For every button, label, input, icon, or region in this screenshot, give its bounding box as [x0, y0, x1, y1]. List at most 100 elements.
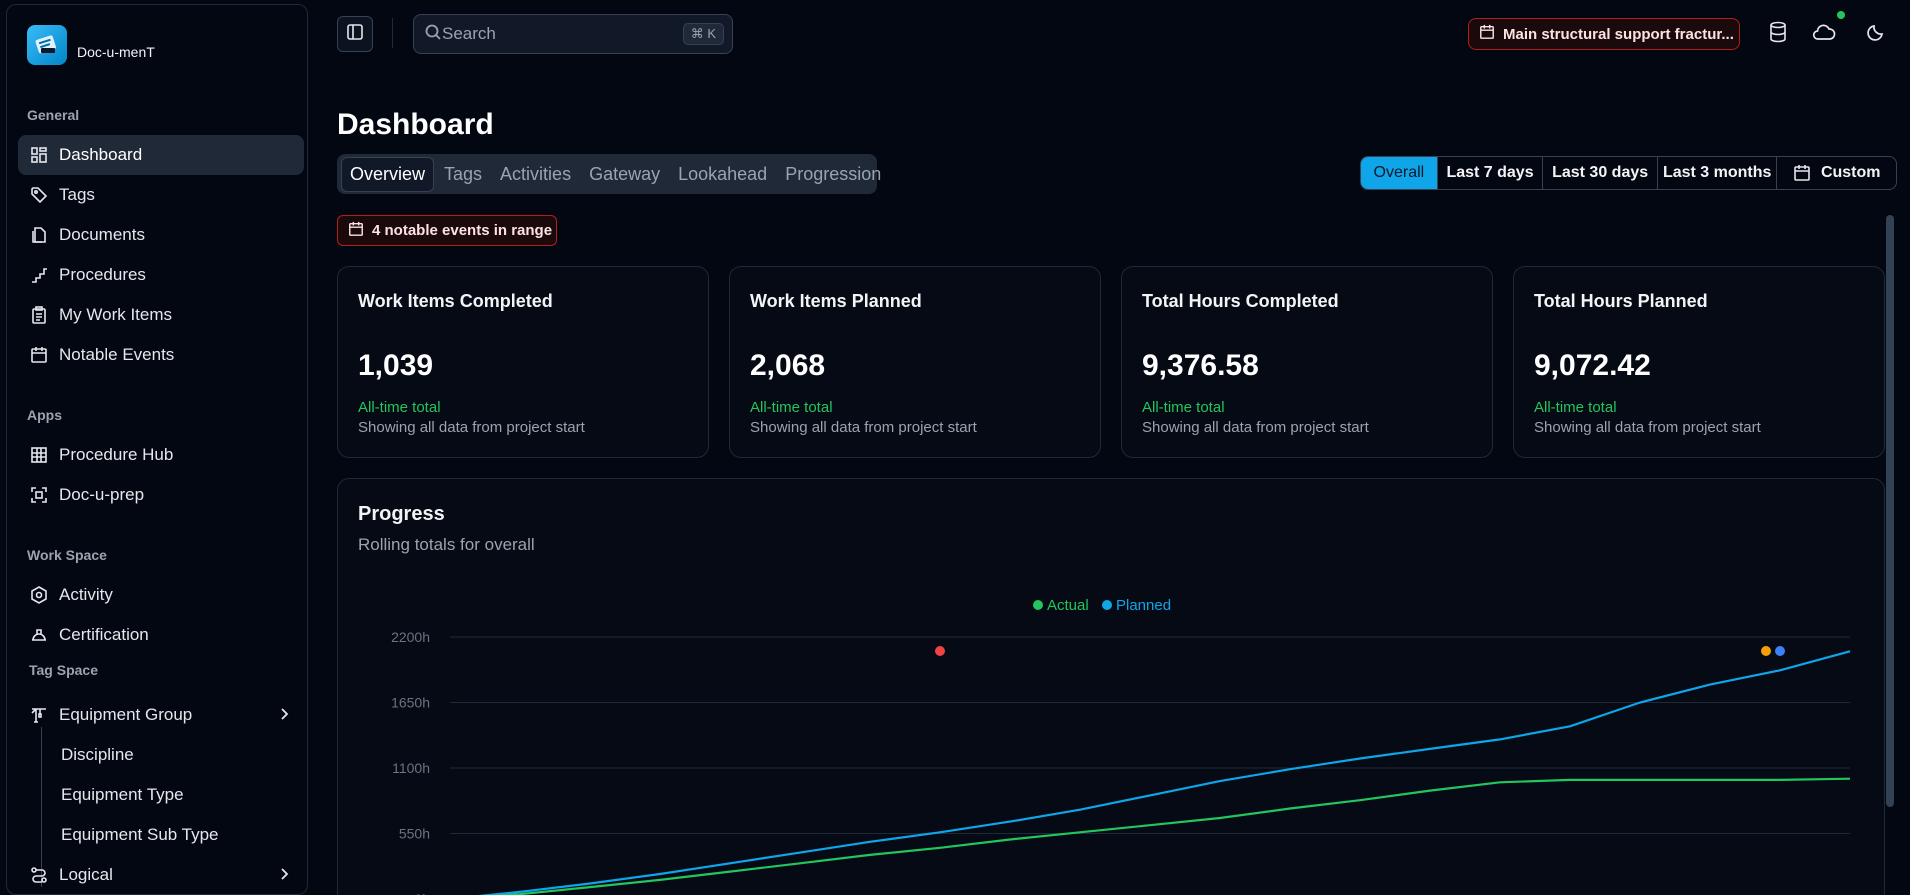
sidebar-item-equipment-group[interactable]: Equipment Group: [18, 695, 304, 735]
tree-guide-line: [41, 727, 42, 887]
event-marker: [935, 646, 945, 656]
alert-banner-text: Main structural support fractur...: [1503, 25, 1734, 43]
tab-bar: Overview Tags Activities Gateway Lookahe…: [337, 154, 881, 194]
brand[interactable]: Doc-u-menT: [27, 25, 155, 65]
theme-toggle-button[interactable]: [1862, 20, 1890, 48]
sidebar-subitem-discipline[interactable]: Discipline: [61, 745, 134, 764]
sidebar-item-dashboard[interactable]: Dashboard: [18, 135, 304, 175]
kpi-title: Work Items Completed: [358, 291, 553, 311]
sidebar-item-label: Procedure Hub: [59, 445, 174, 464]
kpi-title: Work Items Planned: [750, 291, 922, 311]
kpi-title: Total Hours Planned: [1534, 291, 1708, 311]
range-last-3-months[interactable]: Last 3 months: [1656, 157, 1777, 189]
progress-chart-card: Progress Rolling totals for overall 2200…: [337, 478, 1885, 895]
moon-icon: [1866, 22, 1886, 47]
grid-icon: [29, 445, 49, 465]
kpi-value: 9,376.58: [1142, 349, 1259, 382]
tab-tags[interactable]: Tags: [444, 163, 483, 184]
y-tick-label: 1100h: [392, 760, 430, 776]
range-overall[interactable]: Overall: [1361, 157, 1437, 189]
progress-line-chart[interactable]: 2200h 1650h 1100h 550h 0h Actual Planned: [338, 479, 1886, 895]
tab-progression[interactable]: Progression: [785, 163, 882, 184]
clipboard-icon: [29, 305, 49, 325]
sidebar-item-notable-events[interactable]: Notable Events: [18, 335, 304, 375]
series-line-planned: [478, 650, 1851, 895]
alert-banner-button[interactable]: Main structural support fractur...: [1468, 18, 1740, 50]
sidebar-toggle-button[interactable]: [337, 16, 373, 52]
sidebar-item-label: Logical: [59, 865, 113, 884]
page-title: Dashboard: [337, 108, 494, 141]
sidebar-item-activity[interactable]: Activity: [18, 575, 304, 615]
range-last-30-days[interactable]: Last 30 days: [1542, 157, 1657, 189]
database-icon: [1768, 21, 1788, 48]
range-custom[interactable]: Custom: [1776, 157, 1896, 189]
sidebar-item-label: Certification: [59, 625, 149, 644]
y-tick-label: 1650h: [391, 695, 430, 711]
kpi-card-total-hours-completed: Total Hours Completed 9,376.58 All-time …: [1121, 266, 1493, 458]
sidebar-item-certification[interactable]: Certification: [18, 615, 304, 655]
sidebar-item-label: Procedures: [59, 265, 146, 284]
database-button[interactable]: [1764, 20, 1792, 48]
date-range-selector: Overall Last 7 days Last 30 days Last 3 …: [1360, 156, 1897, 190]
legend-swatch: [1033, 600, 1043, 610]
search-placeholder: Search: [442, 24, 496, 43]
sidebar-item-label: Documents: [59, 225, 145, 244]
sidebar: Doc-u-menT General Dashboard Tags Docume…: [6, 4, 308, 895]
event-marker: [1775, 646, 1785, 656]
sidebar-subitem-equipment-type[interactable]: Equipment Type: [61, 785, 184, 804]
series-line-actual: [492, 777, 1851, 895]
section-label-tagspace: Tag Space: [29, 662, 98, 678]
calendar-icon: [1793, 164, 1811, 182]
kpi-description: Showing all data from project start: [1142, 419, 1369, 436]
tab-gateway[interactable]: Gateway: [589, 163, 661, 184]
sidebar-item-label: Tags: [59, 185, 95, 204]
section-label-general: General: [27, 107, 80, 123]
tag-icon: [29, 185, 49, 205]
hardhat-icon: [29, 625, 49, 645]
tab-activities[interactable]: Activities: [500, 163, 572, 184]
sidebar-item-label: Equipment Group: [59, 705, 193, 724]
scan-icon: [29, 485, 49, 505]
kpi-card-total-hours-planned: Total Hours Planned 9,072.42 All-time to…: [1513, 266, 1885, 458]
sidebar-item-label: Doc-u-prep: [59, 485, 145, 504]
calendar-icon: [29, 345, 49, 365]
y-tick-label: 0h: [414, 891, 430, 895]
tab-lookahead[interactable]: Lookahead: [678, 163, 768, 184]
sidebar-item-doc-u-prep[interactable]: Doc-u-prep: [18, 475, 304, 515]
sidebar-item-my-work-items[interactable]: My Work Items: [18, 295, 304, 335]
kpi-description: Showing all data from project start: [358, 419, 585, 436]
cloud-sync-button[interactable]: [1808, 20, 1840, 48]
search-input[interactable]: Search ⌘ K: [413, 14, 733, 54]
panel-left-icon: [346, 23, 364, 46]
kpi-value: 1,039: [358, 349, 434, 382]
tab-overview[interactable]: Overview: [341, 156, 435, 192]
legend-label: Actual: [1047, 597, 1089, 614]
kpi-card-work-items-planned: Work Items Planned 2,068 All-time total …: [729, 266, 1101, 458]
sidebar-item-logical[interactable]: Logical: [18, 855, 304, 894]
kpi-card-work-items-completed: Work Items Completed 1,039 All-time tota…: [337, 266, 709, 458]
kpi-description: Showing all data from project start: [1534, 419, 1761, 436]
section-label-workspace: Work Space: [27, 547, 107, 563]
sidebar-item-documents[interactable]: Documents: [18, 215, 304, 255]
event-marker: [1761, 646, 1771, 656]
sidebar-item-label: Activity: [59, 585, 113, 604]
sidebar-subitem-equipment-sub-type[interactable]: Equipment Sub Type: [61, 825, 219, 844]
chart-title: Progress: [358, 503, 445, 525]
legend-label: Planned: [1116, 597, 1171, 614]
y-tick-label: 550h: [399, 826, 430, 842]
legend-swatch: [1102, 600, 1112, 610]
kpi-description: Showing all data from project start: [750, 419, 977, 436]
calendar-icon: [1479, 24, 1495, 44]
hexagon-icon: [29, 585, 49, 605]
crane-icon: [29, 705, 49, 725]
dashboard-icon: [29, 145, 49, 165]
main-scrollbar[interactable]: [1886, 215, 1894, 807]
steps-icon: [29, 265, 49, 285]
notable-events-badge[interactable]: 4 notable events in range: [337, 215, 557, 246]
sidebar-item-tags[interactable]: Tags: [18, 175, 304, 215]
chevron-right-icon: [276, 866, 292, 887]
sidebar-item-procedure-hub[interactable]: Procedure Hub: [18, 435, 304, 475]
kpi-value: 2,068: [750, 349, 826, 382]
range-last-7-days[interactable]: Last 7 days: [1436, 157, 1543, 189]
sidebar-item-procedures[interactable]: Procedures: [18, 255, 304, 295]
